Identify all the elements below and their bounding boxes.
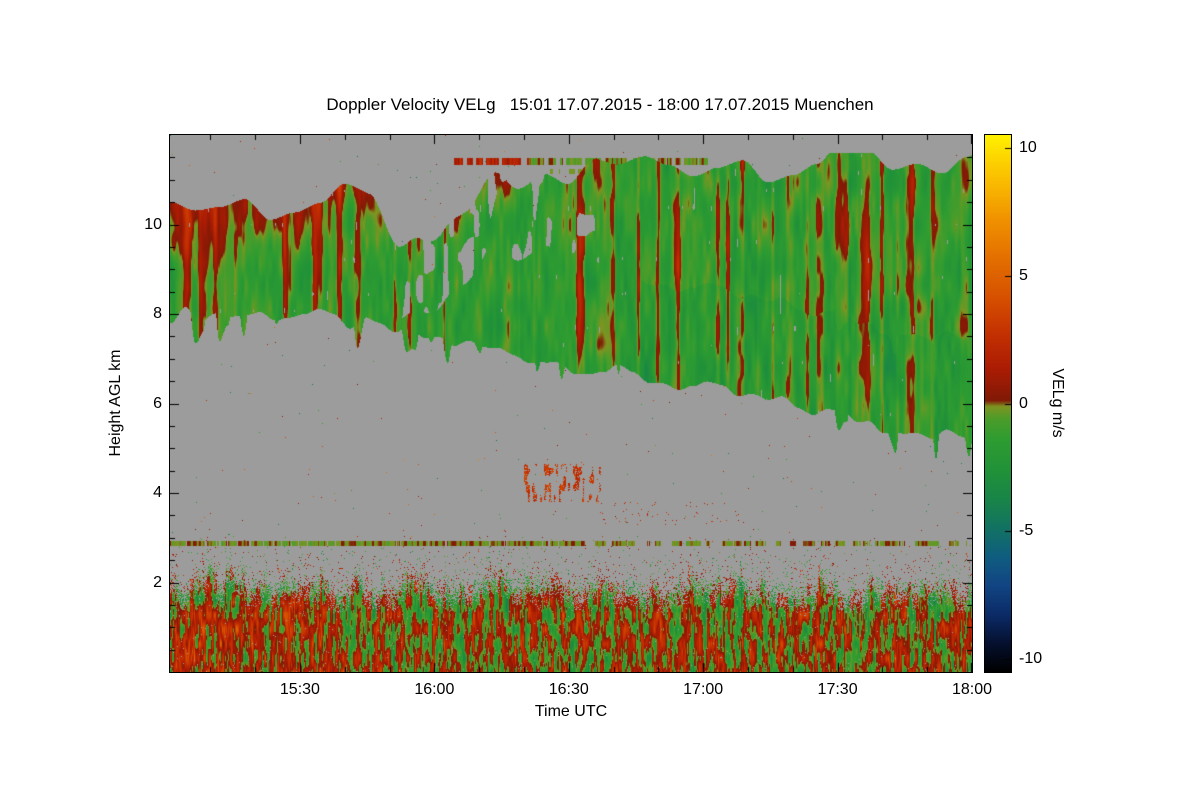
x-tick-label: 17:00 xyxy=(683,681,724,698)
y-tick-label: 6 xyxy=(153,394,162,412)
x-axis-label: Time UTC xyxy=(534,703,608,720)
y-tick-label: 2 xyxy=(153,573,162,591)
colorbar-tick-label: 10 xyxy=(1019,138,1037,156)
heatmap-canvas xyxy=(170,135,972,672)
x-tick-label: 16:00 xyxy=(414,681,455,698)
x-tick-label: 16:30 xyxy=(548,681,589,698)
colorbar-tick-label: 0 xyxy=(1019,394,1028,412)
chart-title: Doppler Velocity VELg 15:01 17.07.2015 -… xyxy=(326,95,874,114)
colorbar-tick-label: -10 xyxy=(1019,650,1043,668)
colorbar-tick-label: 5 xyxy=(1019,266,1028,284)
colorbar-tick-label: -5 xyxy=(1019,522,1034,540)
x-tick-label: 15:30 xyxy=(279,681,320,698)
y-tick-label: 8 xyxy=(153,305,162,322)
colorbar-canvas xyxy=(985,135,1011,672)
x-tick-label: 17:30 xyxy=(817,681,858,698)
colorbar xyxy=(984,134,1012,673)
plot-area xyxy=(169,134,973,673)
y-tick-label: 10 xyxy=(144,215,162,233)
x-tick-label: 18:00 xyxy=(951,681,993,698)
y-tick-label: 4 xyxy=(153,484,162,501)
